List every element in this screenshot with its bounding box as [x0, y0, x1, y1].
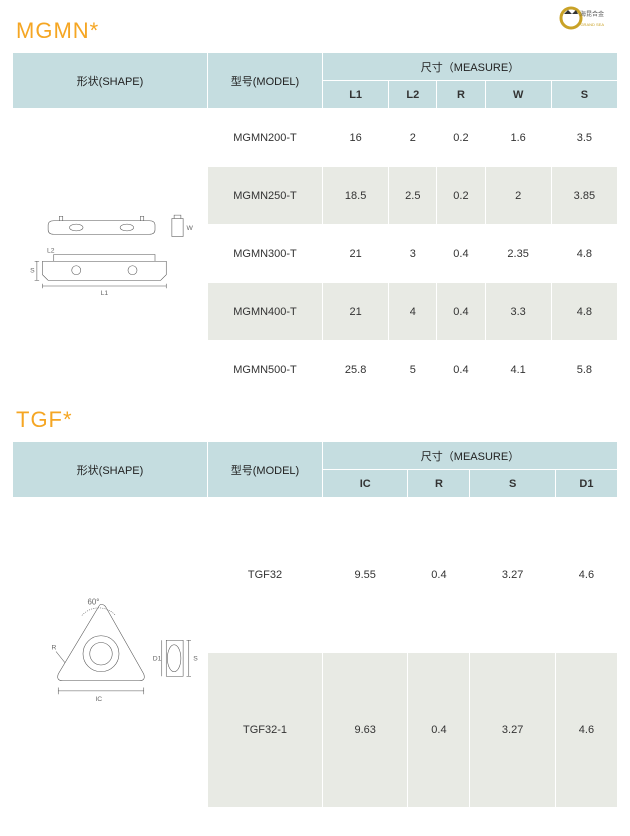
cell-val: 4.8	[551, 283, 617, 341]
cell-val: 4.8	[551, 225, 617, 283]
section-title-tgf: TGF*	[16, 407, 618, 433]
tgf-diagram: 60° IC S D1 R	[20, 584, 200, 719]
svg-text:R: R	[52, 644, 57, 651]
svg-text:S: S	[30, 267, 35, 274]
svg-text:L2: L2	[47, 247, 55, 254]
svg-text:海昆合金: 海昆合金	[580, 10, 604, 18]
col-r: R	[408, 470, 470, 498]
cell-val: 21	[323, 283, 389, 341]
svg-text:L1: L1	[101, 290, 109, 297]
mgmn-diagram: L1 S L2 W	[20, 196, 200, 309]
cell-val: 3.3	[485, 283, 551, 341]
cell-model: MGMN500-T	[208, 341, 323, 399]
col-s: S	[470, 470, 555, 498]
cell-val: 9.63	[323, 653, 408, 808]
col-l2: L2	[389, 81, 437, 109]
svg-text:60°: 60°	[88, 597, 100, 606]
cell-val: 4	[389, 283, 437, 341]
cell-val: 4.1	[485, 341, 551, 399]
cell-model: MGMN400-T	[208, 283, 323, 341]
svg-text:S: S	[193, 655, 198, 662]
cell-val: 4.6	[555, 498, 617, 653]
cell-model: TGF32	[208, 498, 323, 653]
cell-val: 3.27	[470, 653, 555, 808]
cell-val: 0.2	[437, 167, 485, 225]
cell-val: 2.5	[389, 167, 437, 225]
col-shape: 形状(SHAPE)	[13, 53, 208, 109]
cell-val: 3.27	[470, 498, 555, 653]
col-measure: 尺寸（MEASURE）	[323, 442, 618, 470]
cell-val: 0.4	[408, 653, 470, 808]
col-model: 型号(MODEL)	[208, 53, 323, 109]
col-w: W	[485, 81, 551, 109]
cell-model: MGMN300-T	[208, 225, 323, 283]
cell-val: 2	[389, 109, 437, 167]
col-measure: 尺寸（MEASURE）	[323, 53, 618, 81]
cell-val: 16	[323, 109, 389, 167]
cell-val: 3	[389, 225, 437, 283]
cell-val: 3.85	[551, 167, 617, 225]
col-model: 型号(MODEL)	[208, 442, 323, 498]
col-s: S	[551, 81, 617, 109]
cell-val: 4.6	[555, 653, 617, 808]
svg-text:IC: IC	[95, 696, 102, 703]
col-r: R	[437, 81, 485, 109]
svg-text:D1: D1	[153, 655, 162, 662]
cell-val: 25.8	[323, 341, 389, 399]
cell-model: TGF32-1	[208, 653, 323, 808]
cell-val: 0.4	[408, 498, 470, 653]
brand-logo: 海昆合金 GRAND SEA	[556, 6, 616, 36]
cell-val: 0.2	[437, 109, 485, 167]
cell-val: 1.6	[485, 109, 551, 167]
shape-diagram-cell: L1 S L2 W	[13, 109, 208, 399]
cell-val: 5.8	[551, 341, 617, 399]
col-l1: L1	[323, 81, 389, 109]
cell-val: 2.35	[485, 225, 551, 283]
cell-val: 21	[323, 225, 389, 283]
tgf-table: 形状(SHAPE) 型号(MODEL) 尺寸（MEASURE） IC R S D…	[12, 441, 618, 808]
table-row: L1 S L2 W MGMN200-T 16 2 0.2 1.6 3.5	[13, 109, 618, 167]
section-title-mgmn: MGMN*	[16, 18, 618, 44]
col-ic: IC	[323, 470, 408, 498]
cell-val: 0.4	[437, 283, 485, 341]
cell-model: MGMN200-T	[208, 109, 323, 167]
svg-text:GRAND SEA: GRAND SEA	[580, 22, 604, 27]
cell-val: 3.5	[551, 109, 617, 167]
cell-val: 0.4	[437, 341, 485, 399]
col-d1: D1	[555, 470, 617, 498]
mgmn-table: 形状(SHAPE) 型号(MODEL) 尺寸（MEASURE） L1 L2 R …	[12, 52, 618, 399]
cell-val: 18.5	[323, 167, 389, 225]
table-row: 60° IC S D1 R TGF32 9.55 0.4 3.27 4.6	[13, 498, 618, 653]
cell-val: 9.55	[323, 498, 408, 653]
cell-val: 2	[485, 167, 551, 225]
shape-diagram-cell: 60° IC S D1 R	[13, 498, 208, 808]
cell-val: 0.4	[437, 225, 485, 283]
cell-model: MGMN250-T	[208, 167, 323, 225]
cell-val: 5	[389, 341, 437, 399]
col-shape: 形状(SHAPE)	[13, 442, 208, 498]
svg-text:W: W	[187, 225, 194, 232]
